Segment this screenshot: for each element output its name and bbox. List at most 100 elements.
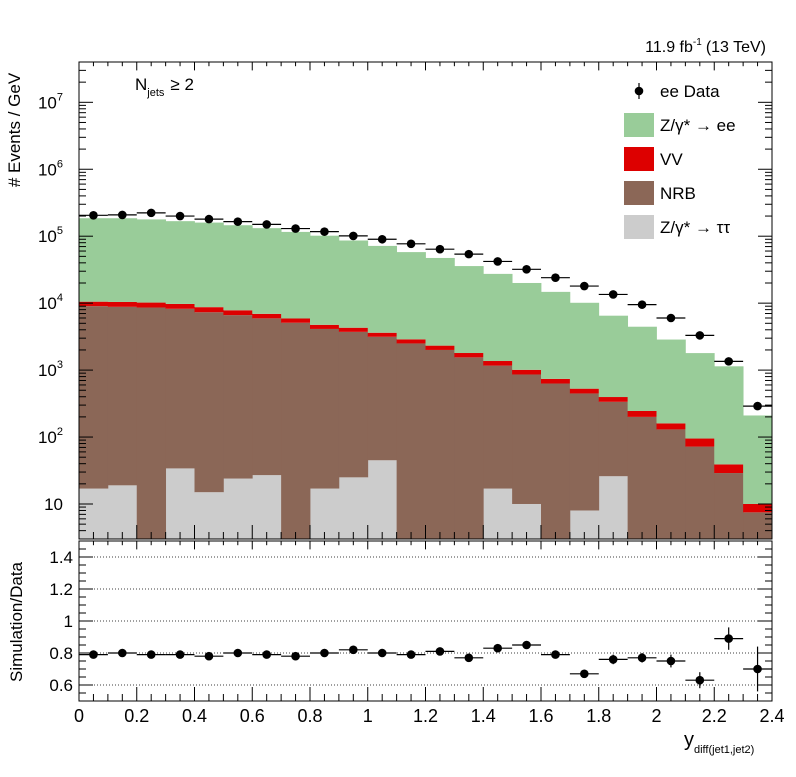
upper-stack-bars — [79, 218, 773, 539]
data-point-21 — [695, 331, 705, 340]
bar-zee-8 — [310, 235, 340, 325]
bar-vv-14 — [483, 361, 513, 366]
bar-vv-13 — [454, 353, 484, 358]
data-point-7 — [291, 224, 300, 233]
ratio-point-22 — [724, 634, 733, 643]
bar-nrb-2 — [136, 307, 167, 539]
bar-nrb-21 — [685, 446, 715, 539]
bar-vv-0 — [79, 301, 109, 307]
ratio-point-5 — [233, 648, 243, 658]
legend-swatch-zee — [624, 113, 654, 137]
legend-swatch-vv — [624, 147, 654, 171]
ratio-point-1 — [118, 648, 127, 658]
bar-vv-21 — [685, 438, 715, 447]
bar-zee-3 — [165, 221, 195, 304]
bar-ztautau-0 — [79, 488, 109, 539]
x-tick-label: 1 — [363, 706, 373, 726]
bar-vv-15 — [512, 369, 542, 375]
ratio-point-10 — [377, 648, 387, 658]
bar-vv-20 — [656, 423, 686, 430]
ratio-point-16 — [551, 650, 560, 659]
data-point-19 — [637, 300, 647, 309]
ratio-point-21 — [695, 675, 705, 685]
selection-label: Njets ≥ 2 — [135, 75, 194, 99]
bar-nrb-17 — [569, 393, 600, 511]
bar-vv-11 — [396, 339, 426, 344]
bar-zee-14 — [483, 273, 513, 362]
bar-nrb-13 — [454, 357, 484, 539]
bar-nrb-19 — [627, 416, 657, 539]
bar-nrb-15 — [512, 374, 542, 504]
ratio-point-20 — [666, 656, 676, 666]
bar-nrb-22 — [714, 473, 744, 539]
bar-nrb-14 — [483, 365, 513, 489]
bar-zee-12 — [425, 257, 455, 346]
bar-zee-2 — [136, 219, 167, 303]
bar-zee-4 — [194, 222, 224, 308]
y-tick-label: 105 — [38, 225, 63, 246]
x-tick-label: 2 — [651, 706, 661, 726]
ratio-point-6 — [262, 650, 271, 659]
bar-ztautau-4 — [194, 492, 224, 539]
ratio-y-tick-label: 0.8 — [49, 644, 73, 663]
data-point-13 — [464, 249, 474, 259]
bar-nrb-12 — [425, 349, 455, 539]
bar-ztautau-8 — [310, 488, 340, 539]
x-tick-label: 2.4 — [759, 706, 784, 726]
bar-zee-9 — [338, 240, 369, 328]
bar-zee-18 — [598, 315, 629, 398]
bar-vv-8 — [310, 324, 340, 329]
bar-ztautau-9 — [338, 477, 369, 539]
x-tick-label: 0.6 — [240, 706, 265, 726]
bar-nrb-16 — [541, 383, 571, 539]
bar-vv-4 — [194, 307, 224, 313]
bar-vv-17 — [569, 388, 600, 394]
ratio-y-axis-title: Simulation/Data — [7, 561, 26, 682]
data-point-17 — [580, 281, 589, 291]
bar-vv-6 — [252, 313, 282, 319]
data-point-15 — [522, 265, 531, 274]
legend: ee Data Z/γ* → ee VV NRB Z/γ* → ττ — [624, 82, 736, 239]
x-tick-label: 0.8 — [297, 706, 322, 726]
bar-vv-18 — [598, 397, 629, 402]
data-point-4 — [204, 214, 214, 224]
bar-zee-1 — [107, 218, 138, 302]
y-tick-label: 102 — [38, 426, 63, 447]
bar-nrb-1 — [107, 306, 138, 486]
data-point-10 — [377, 234, 387, 244]
bar-ztautau-18 — [598, 476, 629, 539]
bar-nrb-11 — [396, 343, 426, 539]
bar-nrb-18 — [598, 401, 629, 477]
data-point-3 — [175, 211, 185, 221]
data-point-14 — [493, 257, 502, 266]
bar-ztautau-14 — [483, 488, 513, 539]
bar-zee-16 — [541, 291, 571, 379]
bar-vv-12 — [425, 345, 455, 350]
y-tick-label: 107 — [38, 91, 63, 112]
bar-zee-0 — [79, 218, 109, 302]
bar-zee-22 — [714, 366, 744, 465]
ratio-point-0 — [89, 650, 98, 659]
ratio-y-tick-label: 1.2 — [49, 580, 73, 599]
x-tick-label: 0 — [74, 706, 84, 726]
bar-vv-10 — [367, 332, 398, 337]
x-tick-label: 1.4 — [471, 706, 496, 726]
bar-vv-1 — [107, 301, 138, 307]
bar-vv-7 — [281, 318, 311, 323]
data-point-23 — [753, 401, 762, 411]
ratio-point-12 — [435, 647, 445, 656]
x-tick-label: 0.2 — [124, 706, 149, 726]
bar-nrb-20 — [656, 429, 686, 539]
ratio-point-7 — [291, 651, 300, 661]
ratio-point-19 — [637, 653, 647, 663]
ratio-point-8 — [320, 648, 329, 658]
x-tick-label: 0.4 — [182, 706, 207, 726]
data-point-0 — [89, 211, 98, 220]
bar-zee-7 — [281, 231, 311, 319]
legend-marker-data — [634, 86, 644, 96]
legend-label-vv: VV — [660, 150, 683, 169]
x-tick-label: 1.2 — [413, 706, 438, 726]
y-tick-label: 106 — [38, 158, 63, 179]
bar-nrb-9 — [338, 331, 369, 478]
